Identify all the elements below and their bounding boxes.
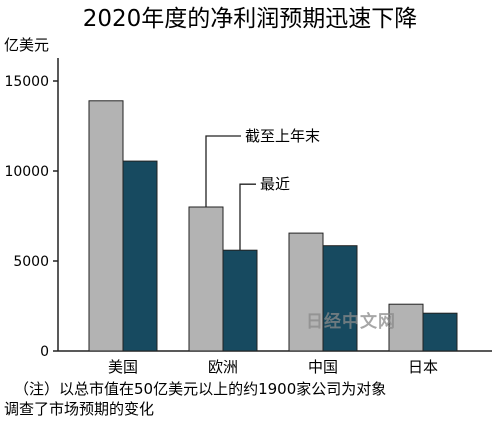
y-tick-label: 15000 bbox=[4, 74, 49, 90]
bar-prev-year-end bbox=[88, 100, 124, 352]
x-category-label: 欧洲 bbox=[208, 358, 238, 376]
y-tick-label: 0 bbox=[40, 344, 49, 360]
callout-line-prev-year-end bbox=[205, 135, 241, 207]
bar-latest bbox=[322, 245, 358, 352]
footnote-line-2: 调查了市场预期的变化 bbox=[4, 400, 154, 418]
bar-latest bbox=[222, 249, 258, 352]
bar-prev-year-end bbox=[288, 232, 324, 352]
watermark-logo: 日经中文网 bbox=[306, 311, 396, 332]
x-category-label: 日本 bbox=[408, 358, 438, 376]
x-category-label: 美国 bbox=[108, 358, 138, 376]
bar-prev-year-end bbox=[388, 303, 424, 352]
y-tick-label: 5000 bbox=[13, 254, 49, 270]
chart-title: 2020年度的净利润预期迅速下降 bbox=[83, 6, 418, 32]
callout-line-latest bbox=[239, 183, 256, 251]
footnote-line-1: （注）以总市值在50亿美元以上的约1900家公司为对象 bbox=[14, 380, 386, 398]
series-label-latest: 最近 bbox=[260, 175, 290, 193]
series-label-prev-year-end: 截至上年末 bbox=[245, 127, 320, 145]
bar-prev-year-end bbox=[188, 206, 224, 352]
y-axis-unit-label: 亿美元 bbox=[4, 36, 49, 54]
y-tick-label: 10000 bbox=[4, 164, 49, 180]
x-category-label: 中国 bbox=[308, 358, 338, 376]
bar-latest bbox=[122, 160, 158, 352]
bar-latest bbox=[422, 312, 458, 352]
